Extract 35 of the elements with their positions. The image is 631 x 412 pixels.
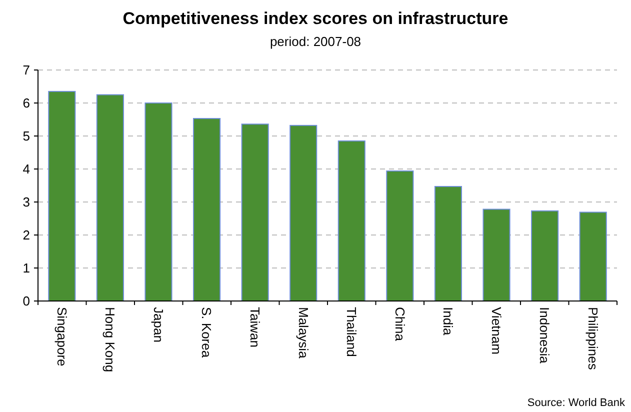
y-tick-label: 0 (22, 294, 30, 309)
x-tick-label: Indonesia (537, 307, 552, 364)
x-tick-label: China (392, 307, 408, 342)
y-tick-label: 5 (22, 128, 30, 144)
chart-title: Competitiveness index scores on infrastructure (122, 9, 508, 28)
y-tick-label: 1 (22, 260, 30, 276)
x-tick-label: Malaysia (296, 307, 311, 360)
bar (290, 124, 318, 302)
y-tick-label: 7 (22, 62, 30, 78)
bar (192, 118, 221, 302)
x-tick-label: Vietnam (488, 307, 504, 354)
y-tick-label: 2 (22, 228, 30, 243)
x-tick-label: Singapore (54, 307, 70, 366)
x-tick-label: Taiwan (248, 307, 263, 348)
x-tick-label: India (440, 307, 456, 336)
x-tick-label: Hong Kong (102, 307, 118, 372)
source-note: Source: World Bank (527, 397, 626, 409)
bar (531, 210, 559, 302)
bar (241, 124, 269, 302)
y-tick-label: 6 (22, 96, 30, 111)
y-tick-label: 3 (22, 194, 30, 210)
y-tick-label: 4 (22, 162, 30, 177)
bar (386, 170, 414, 302)
bar (96, 94, 124, 302)
x-tick-label: Japan (150, 307, 166, 342)
bar (434, 186, 462, 302)
bar (579, 212, 607, 302)
x-tick-label: S. Korea (199, 307, 214, 358)
chart-subtitle: period: 2007-08 (270, 34, 362, 49)
bar (338, 140, 366, 302)
bar (482, 208, 510, 302)
x-tick-label: Thailand (344, 307, 360, 357)
bar (48, 90, 76, 302)
bar (144, 102, 172, 302)
x-tick-label: Philippines (586, 307, 601, 370)
